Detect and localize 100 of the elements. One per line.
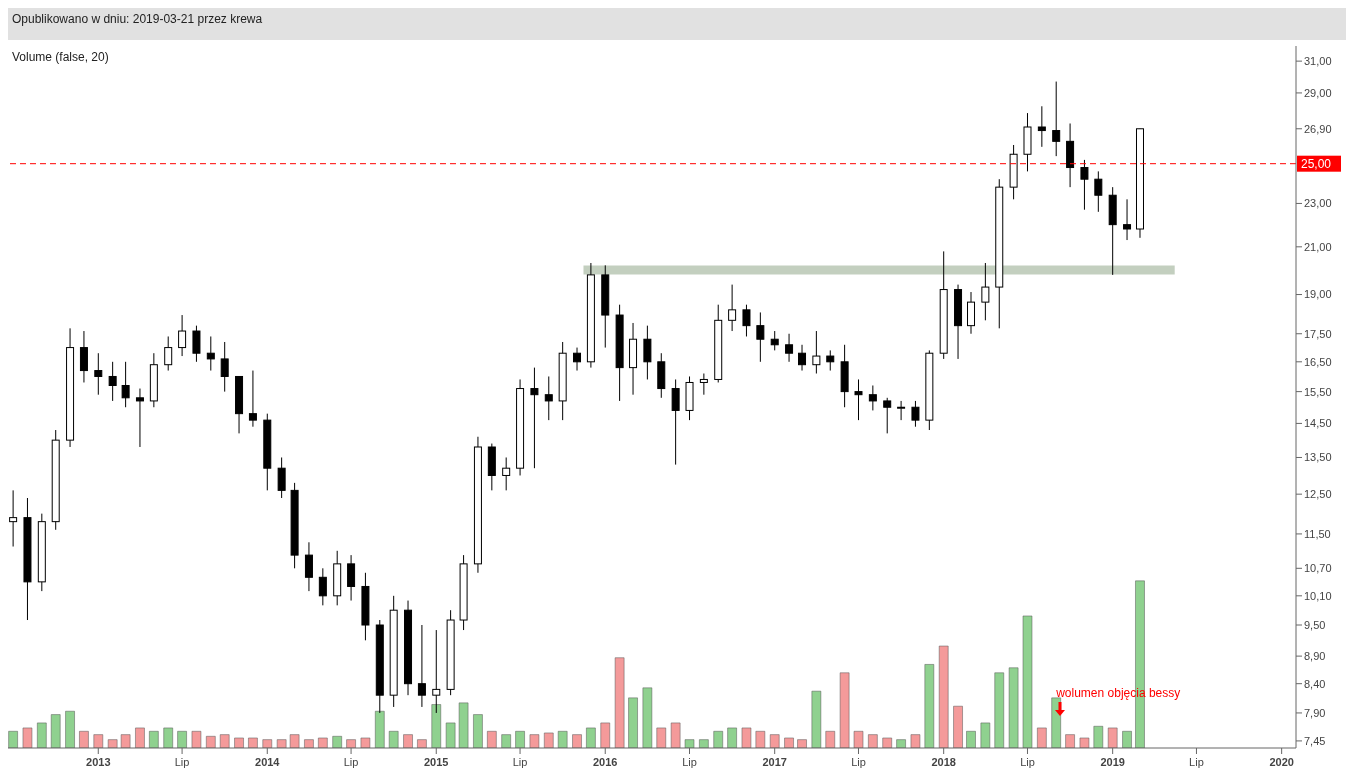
- bar: [388, 730, 399, 748]
- bar: [205, 735, 216, 748]
- bar: [134, 727, 145, 748]
- bar: [741, 727, 752, 748]
- x-tick-label: 2015: [424, 756, 449, 768]
- candlestick: [1094, 170, 1103, 213]
- bar: [1107, 727, 1118, 748]
- bar: [36, 722, 47, 748]
- candlestick: [812, 330, 821, 374]
- candlestick: [530, 367, 539, 469]
- bar: [882, 737, 893, 748]
- bar: [628, 697, 639, 748]
- candlestick: [1037, 105, 1046, 148]
- x-tick-label: Lip: [343, 756, 359, 768]
- bar: [684, 739, 695, 748]
- bar: [346, 739, 357, 748]
- candlestick: [544, 375, 553, 421]
- bar: [191, 730, 202, 748]
- y-tick-label: 14,50: [1304, 417, 1332, 430]
- bar: [698, 739, 709, 748]
- bar: [177, 730, 188, 748]
- candlestick: [756, 311, 765, 363]
- bar: [585, 727, 596, 748]
- bar: [107, 739, 118, 748]
- candlestick: [897, 400, 906, 421]
- bar: [529, 734, 540, 748]
- candlestick: [967, 291, 976, 335]
- y-tick-label: 23,00: [1304, 197, 1332, 210]
- y-tick-label: 17,50: [1304, 327, 1332, 340]
- bar: [148, 730, 159, 748]
- bar: [93, 734, 104, 748]
- bar: [980, 722, 991, 748]
- bar: [769, 734, 780, 748]
- bar: [557, 730, 568, 748]
- candlestick: [854, 378, 863, 421]
- x-tick-label: Lip: [512, 756, 528, 768]
- y-tick-label: 7,45: [1304, 734, 1326, 747]
- y-tick-label: 21,00: [1304, 240, 1332, 253]
- y-tick-label: 19,00: [1304, 288, 1332, 301]
- bar: [403, 734, 414, 748]
- candlestick: [135, 388, 144, 448]
- bar: [1036, 727, 1047, 748]
- bar: [755, 730, 766, 748]
- x-tick-label: 2013: [86, 756, 111, 768]
- candlestick: [728, 284, 737, 332]
- candlestick: [318, 567, 327, 606]
- candlestick: [981, 262, 990, 321]
- bar: [360, 737, 371, 748]
- bar: [163, 727, 174, 748]
- chart-title: Volume (false, 20): [12, 50, 109, 64]
- bar: [938, 645, 949, 748]
- candlestick: [883, 397, 892, 434]
- bar: [445, 722, 456, 748]
- y-tick-label: 10,10: [1304, 589, 1332, 602]
- bar: [825, 730, 836, 748]
- candlestick: [9, 489, 18, 548]
- bar: [1065, 734, 1076, 748]
- bar: [600, 722, 611, 748]
- x-tick-label: 2020: [1269, 756, 1294, 768]
- bar: [50, 714, 61, 748]
- candlestick: [79, 330, 88, 383]
- bar: [332, 735, 343, 748]
- bar: [853, 730, 864, 748]
- x-tick-label: 2017: [762, 756, 787, 768]
- bar: [784, 737, 795, 748]
- x-tick-label: Lip: [1189, 756, 1204, 768]
- candlestick: [304, 541, 313, 592]
- bar: [811, 690, 822, 748]
- bar: [416, 739, 427, 748]
- bar: [670, 722, 681, 748]
- y-tick-label: 11,50: [1304, 527, 1331, 540]
- bar: [1093, 725, 1104, 748]
- x-tick-label: Lip: [174, 756, 190, 768]
- x-tick-label: Lip: [682, 756, 697, 768]
- y-tick-label: 16,50: [1304, 355, 1332, 368]
- bar: [713, 730, 724, 748]
- bar: [276, 739, 287, 748]
- bar: [431, 704, 442, 748]
- bar: [727, 727, 738, 748]
- candlestick: [94, 352, 103, 396]
- bar: [247, 737, 258, 748]
- candlestick: [277, 456, 286, 499]
- candlestick: [643, 325, 652, 380]
- x-tick-label: Lip: [851, 756, 866, 768]
- bar: [22, 727, 33, 748]
- y-tick-label: 8,90: [1304, 650, 1326, 663]
- bar: [374, 710, 385, 748]
- bar: [953, 705, 964, 748]
- bar: [1079, 737, 1090, 748]
- bar: [867, 734, 878, 748]
- bar: [501, 734, 512, 748]
- bar: [8, 730, 19, 748]
- candlestick: [798, 344, 807, 372]
- bar: [1022, 615, 1033, 748]
- x-tick-label: Lip: [1020, 756, 1035, 768]
- y-tick-label: 26,90: [1304, 122, 1332, 135]
- bar: [234, 737, 245, 748]
- candlestick: [911, 400, 920, 428]
- y-tick-label: 12,50: [1304, 488, 1332, 501]
- bar: [472, 714, 483, 748]
